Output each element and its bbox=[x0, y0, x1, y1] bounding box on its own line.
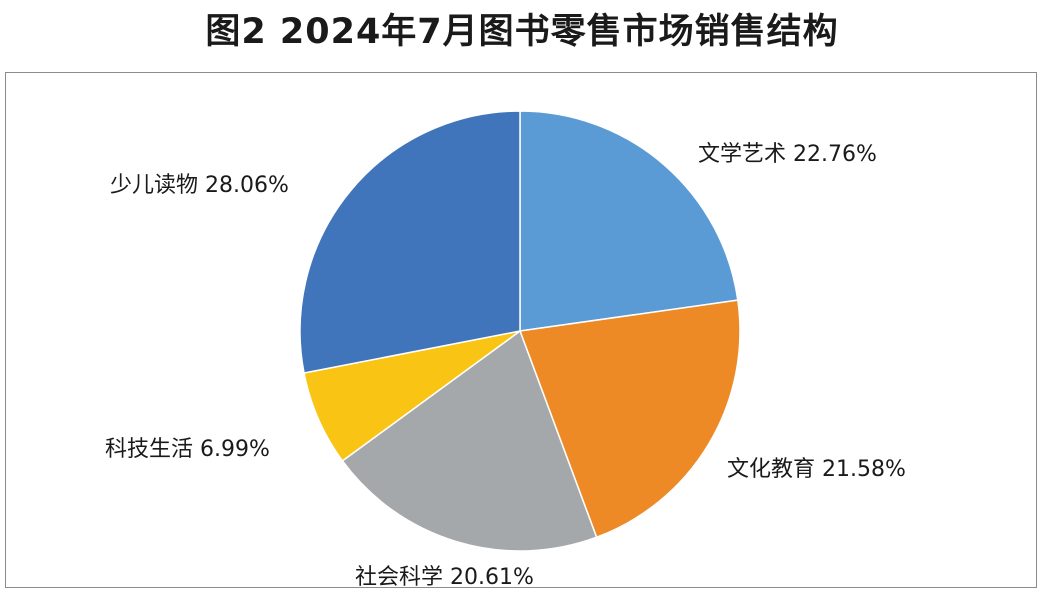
slice-label-3: 社会科学 20.61% bbox=[355, 565, 534, 590]
pie-labels: 文学艺术 22.76% 文化教育 21.58% 社会科学 20.61% 科技生活 6.… bbox=[105, 142, 906, 590]
slice-label-2: 文化教育 21.58% bbox=[727, 457, 906, 482]
slice-label-1: 文学艺术 22.76% bbox=[698, 142, 877, 167]
pie-slices bbox=[299, 110, 741, 552]
slice-label-5: 少儿读物 28.06% bbox=[110, 173, 289, 198]
chart-frame bbox=[5, 72, 1037, 588]
chart-title: 图2 2024年7月图书零售市场销售结构 bbox=[205, 12, 839, 52]
pie-slice-3 bbox=[341, 330, 598, 552]
pie-slice-5 bbox=[299, 110, 521, 374]
slice-label-4: 科技生活 6.99% bbox=[105, 437, 270, 462]
pie-slice-1 bbox=[519, 110, 739, 332]
